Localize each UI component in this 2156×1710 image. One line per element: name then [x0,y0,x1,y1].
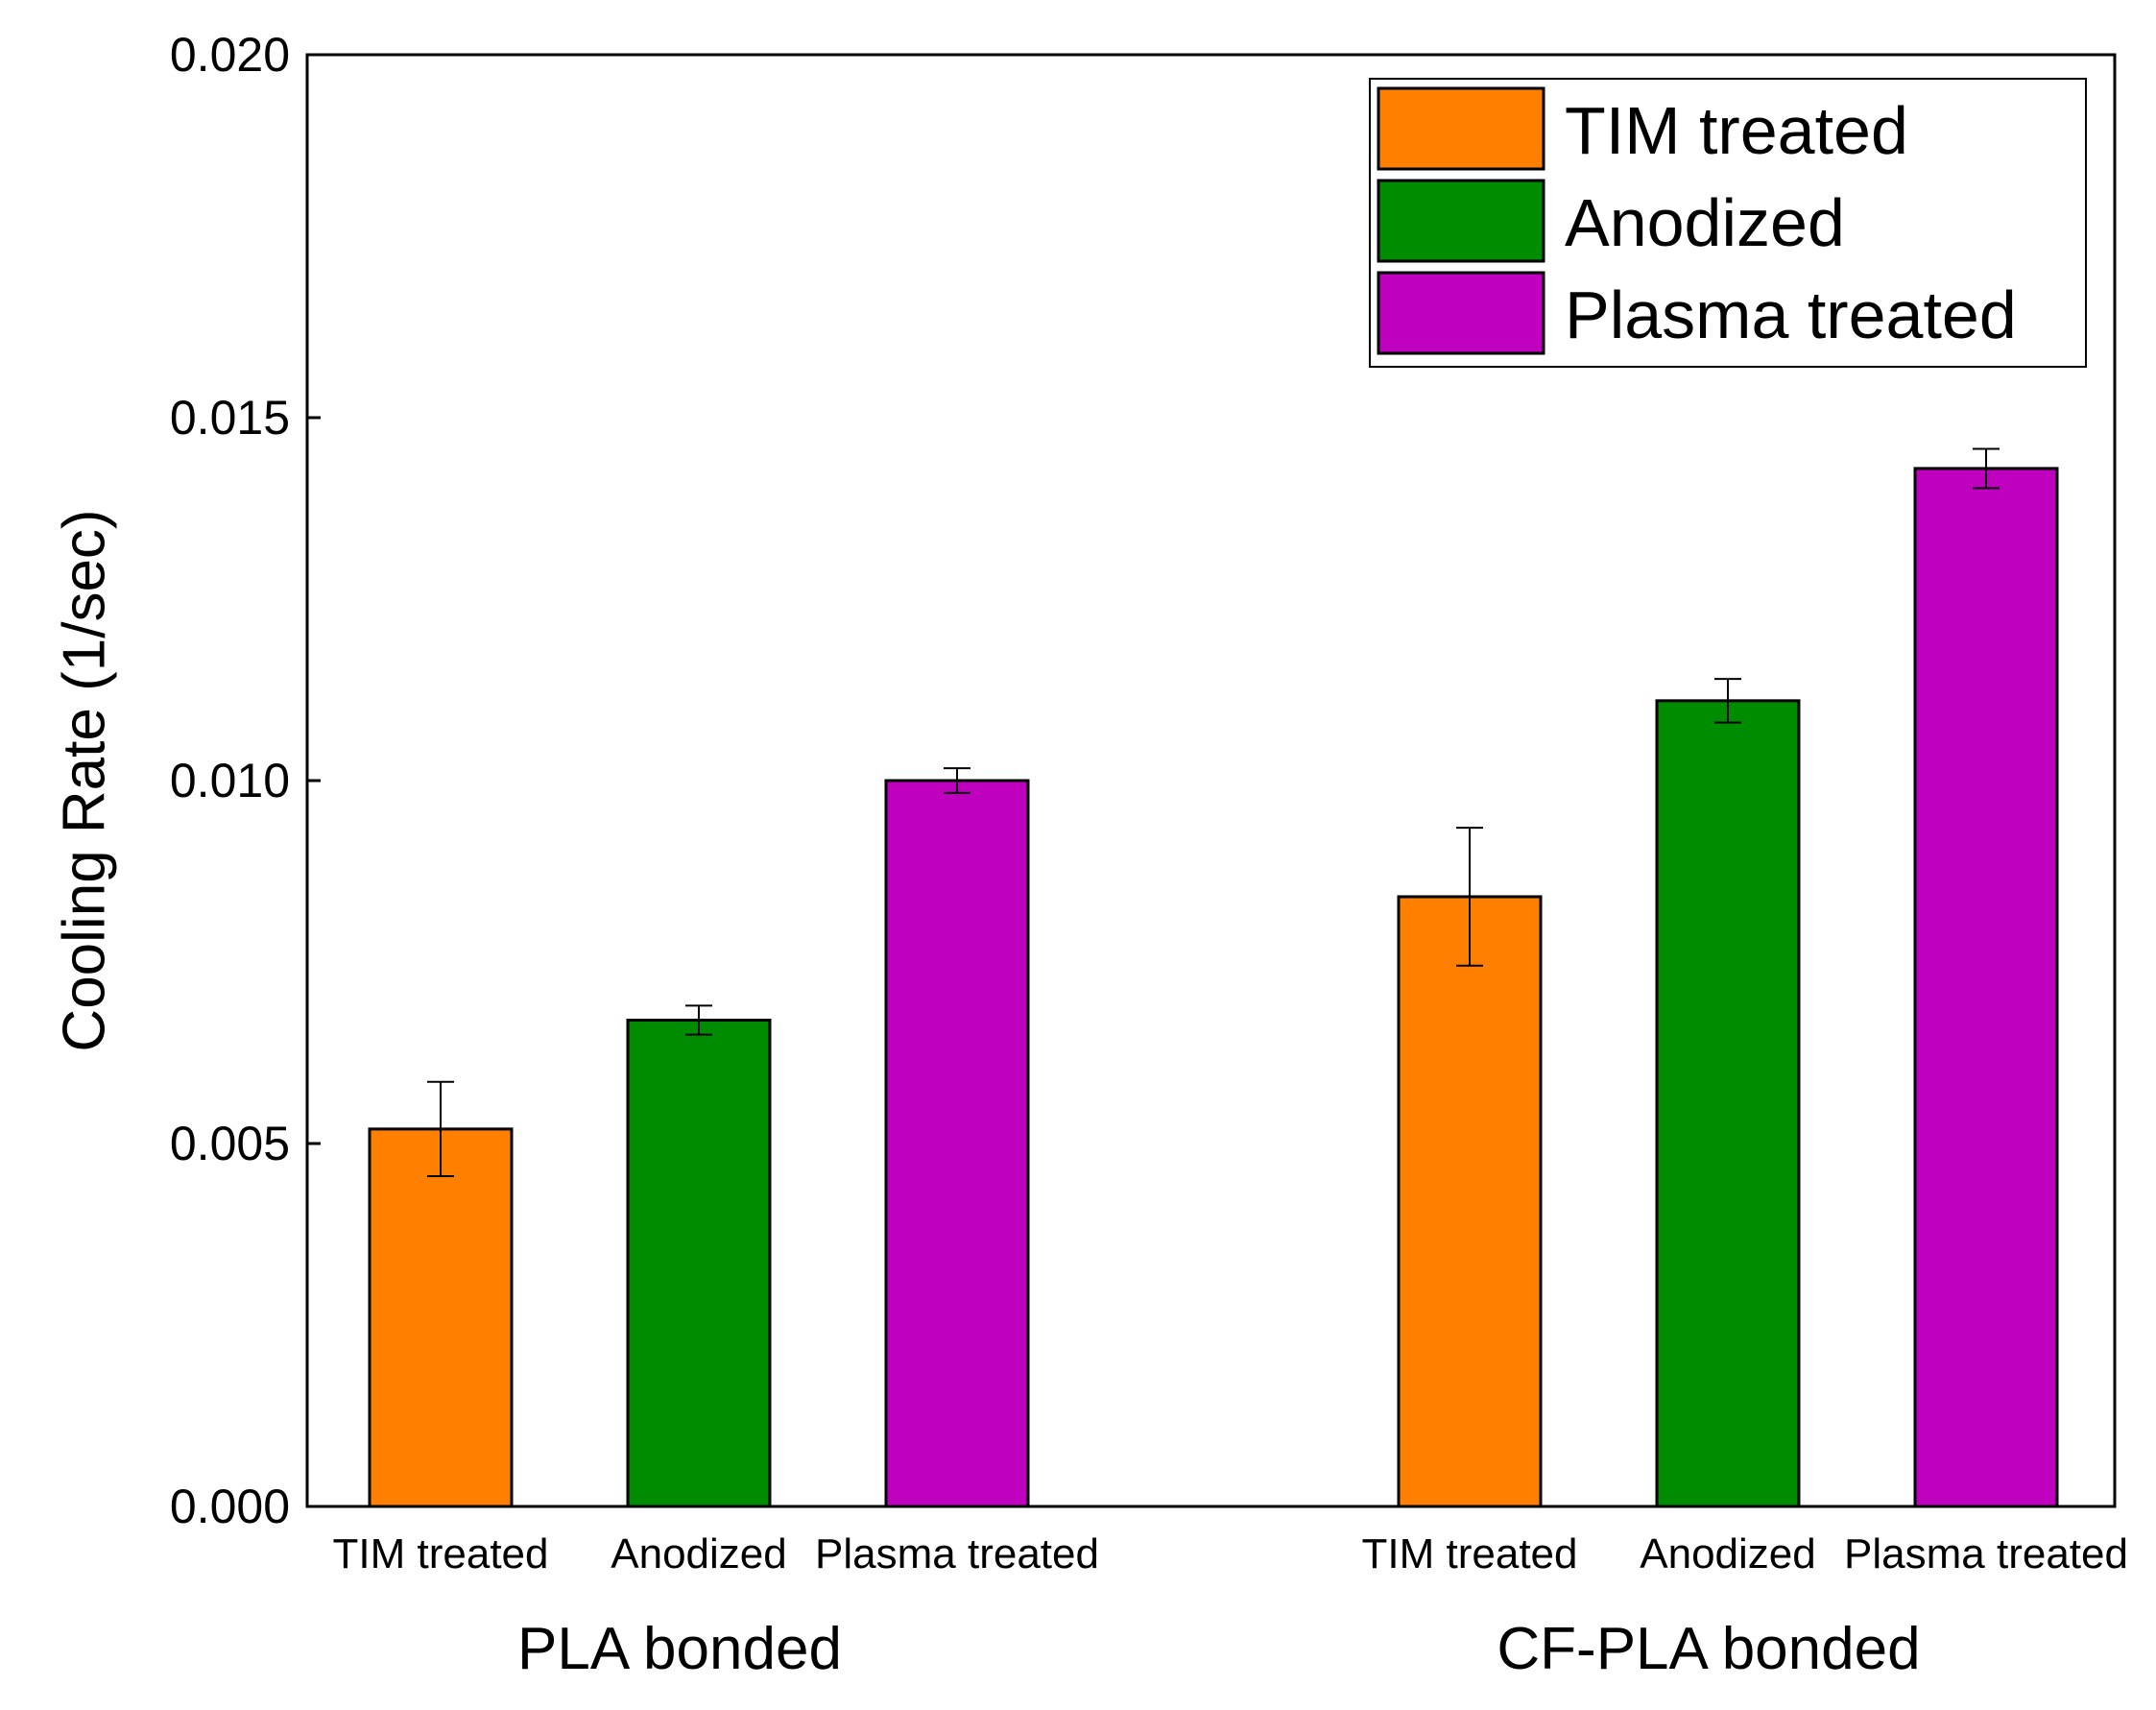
bar-tim-treated-group-2 [1397,895,1543,1508]
category-label-plasma-treated: Plasma treated [815,1530,1099,1578]
y-tick-label: 0.010 [170,754,290,807]
legend-swatch-anodized [1377,179,1545,263]
y-axis-ticks: 0.000 0.005 0.010 0.015 0.020 [170,28,321,1533]
legend-swatch-tim-treated [1377,86,1545,171]
category-labels: TIM treated Anodized Plasma treated TIM tre… [333,1530,2128,1578]
bars [368,467,2059,1508]
legend-label-plasma-treated: Plasma treated [1565,277,2017,352]
y-tick-label: 0.005 [170,1117,290,1170]
category-label-anodized: Anodized [611,1530,786,1578]
category-label-plasma-treated: Plasma treated [1844,1530,2128,1578]
legend-swatch-plasma-treated [1377,271,1545,355]
y-axis-title: Cooling Rate (1/sec) [52,509,118,1051]
bar-tim-treated-group-1 [368,1127,514,1508]
category-label-anodized: Anodized [1640,1530,1815,1578]
group-labels: PLA bonded CF-PLA bonded [517,1616,1921,1682]
y-tick-label: 0.000 [170,1480,290,1533]
bar-plasma-treated-group-1 [884,779,1030,1508]
group-label-1: PLA bonded [517,1616,842,1682]
bar-plasma-treated-group-2 [1913,467,2059,1508]
plot-frame [305,53,2117,1508]
y-tick-label: 0.015 [170,391,290,445]
group-label-2: CF-PLA bonded [1497,1616,1920,1682]
legend-label-tim-treated: TIM treated [1565,93,1908,168]
bar-anodized-group-1 [626,1018,772,1508]
bar-anodized-group-2 [1655,699,1801,1508]
error-bars [427,447,2000,1178]
y-tick-label: 0.020 [170,28,290,82]
category-label-tim-treated: TIM treated [1362,1530,1578,1578]
legend: TIM treated Anodized Plasma treated [1369,78,2087,368]
legend-label-anodized: Anodized [1565,185,1845,260]
category-label-tim-treated: TIM treated [333,1530,549,1578]
